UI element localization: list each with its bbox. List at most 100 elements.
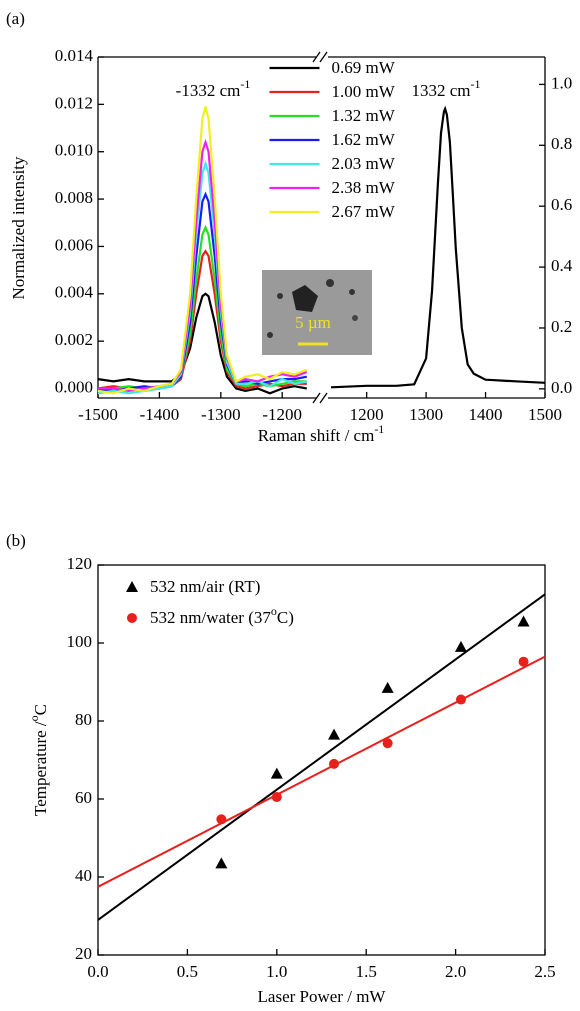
legend-label: 0.69 mW: [332, 58, 396, 77]
data-point: [518, 656, 529, 667]
text-part: -1: [471, 77, 481, 91]
x-tick-label: -1300: [201, 405, 241, 424]
y-axis-label: Normalized intensity: [9, 156, 28, 300]
data-point: [215, 857, 228, 869]
inset-speck: [349, 289, 355, 295]
y-tick-label: 120: [67, 554, 93, 573]
text-part: o: [271, 604, 277, 618]
text-part: 1332 cm: [411, 81, 470, 100]
x-tick-label: 1.5: [356, 962, 377, 981]
inset-background: [262, 270, 372, 355]
x-tick-label: 2.0: [445, 962, 466, 981]
text-part: Temperature /: [31, 721, 50, 816]
x-tick-label: 2.5: [534, 962, 555, 981]
text-part: o: [27, 715, 41, 721]
inset-speck: [326, 279, 334, 287]
y2-tick-label: 0.8: [551, 134, 572, 153]
x-tick-label: 1400: [469, 405, 503, 424]
legend-label: 1.62 mW: [332, 130, 396, 149]
fit-line: [97, 655, 546, 888]
legend-marker: [127, 613, 137, 623]
text-part: -1: [240, 77, 250, 91]
y-tick-label: 0.002: [55, 330, 93, 349]
y-tick-label: 40: [75, 866, 92, 885]
x-tick-label: 1200: [350, 405, 384, 424]
break-mark: [312, 51, 321, 63]
text-part: -1332 cm: [176, 81, 241, 100]
annotation: 1332 cm-1: [411, 77, 480, 100]
text-part: -1: [374, 422, 384, 436]
x-tick-label: 1.0: [266, 962, 287, 981]
axis-break: [312, 51, 328, 404]
y-tick-label: 0.006: [55, 235, 93, 254]
legend-label: 2.03 mW: [332, 154, 396, 173]
y2-tick-label: 0.6: [551, 195, 572, 214]
x-tick-label: -1200: [262, 405, 302, 424]
data-point: [382, 738, 393, 749]
fit-line: [97, 593, 546, 921]
text-part: Raman shift / cm: [258, 426, 375, 445]
x-tick-label: -1400: [140, 405, 180, 424]
x-tick-label: -1500: [78, 405, 118, 424]
y2-tick-label: 0.0: [551, 378, 572, 397]
data-point: [517, 615, 530, 627]
legend-label: 532 nm/air (RT): [150, 577, 260, 596]
inset-speck: [267, 332, 273, 338]
legend-label: 1.32 mW: [332, 106, 396, 125]
plot-frame: [97, 564, 546, 956]
spectrum-line: [330, 105, 546, 389]
spectrum-line: [97, 106, 308, 395]
inset-speck: [277, 293, 283, 299]
x-tick-label: 1300: [409, 405, 443, 424]
data-point: [455, 694, 466, 705]
data-point: [454, 640, 467, 652]
annotation: -1332 cm-1: [176, 77, 251, 100]
break-mark: [319, 392, 328, 404]
y-tick-label: 0.004: [55, 283, 94, 302]
y-axis-label: Temperature /oC: [27, 704, 50, 816]
data-point: [216, 814, 227, 825]
legend-label: 532 nm/water (37oC): [150, 604, 294, 627]
x-tick-label: 0.0: [87, 962, 108, 981]
y-tick-label: 0.000: [55, 377, 93, 396]
inset-image: [262, 270, 372, 355]
y-tick-label: 0.014: [55, 46, 94, 65]
panel-label: (a): [6, 9, 25, 28]
y-tick-label: 0.010: [55, 141, 93, 160]
spectrum-line: [97, 292, 308, 395]
text-part: 532 nm/air (RT): [150, 577, 260, 596]
data-point: [270, 767, 283, 779]
data-point: [329, 758, 340, 769]
y2-tick-label: 1.0: [551, 73, 572, 92]
y-tick-label: 20: [75, 944, 92, 963]
y-tick-label: 100: [67, 632, 93, 651]
inset-speck: [352, 315, 358, 321]
break-mark: [319, 51, 328, 63]
legend-label: 2.38 mW: [332, 178, 396, 197]
x-tick-label: 0.5: [177, 962, 198, 981]
y-tick-label: 80: [75, 710, 92, 729]
data-point: [328, 728, 341, 740]
data-point: [271, 792, 282, 803]
legend-label: 2.67 mW: [332, 202, 396, 221]
y-tick-label: 0.012: [55, 93, 93, 112]
x-tick-label: 1500: [528, 405, 562, 424]
panel-label: (b): [6, 531, 26, 550]
y2-tick-label: 0.4: [551, 256, 573, 275]
inset-particle: [292, 285, 318, 312]
x-axis-label: Laser Power / mW: [258, 987, 387, 1006]
break-mark: [312, 392, 321, 404]
y-tick-label: 0.008: [55, 188, 93, 207]
text-part: 532 nm/water (37: [150, 608, 271, 627]
y-tick-label: 60: [75, 788, 92, 807]
inset-scale-label: 5 µm: [295, 313, 331, 332]
spectrum-line: [98, 138, 308, 393]
y2-tick-label: 0.2: [551, 317, 572, 336]
legend-marker: [126, 581, 138, 592]
text-part: C: [31, 704, 50, 715]
x-axis-label: Raman shift / cm-1: [258, 422, 385, 445]
text-part: C): [277, 608, 294, 627]
legend-label: 1.00 mW: [332, 82, 396, 101]
data-point: [381, 681, 394, 693]
